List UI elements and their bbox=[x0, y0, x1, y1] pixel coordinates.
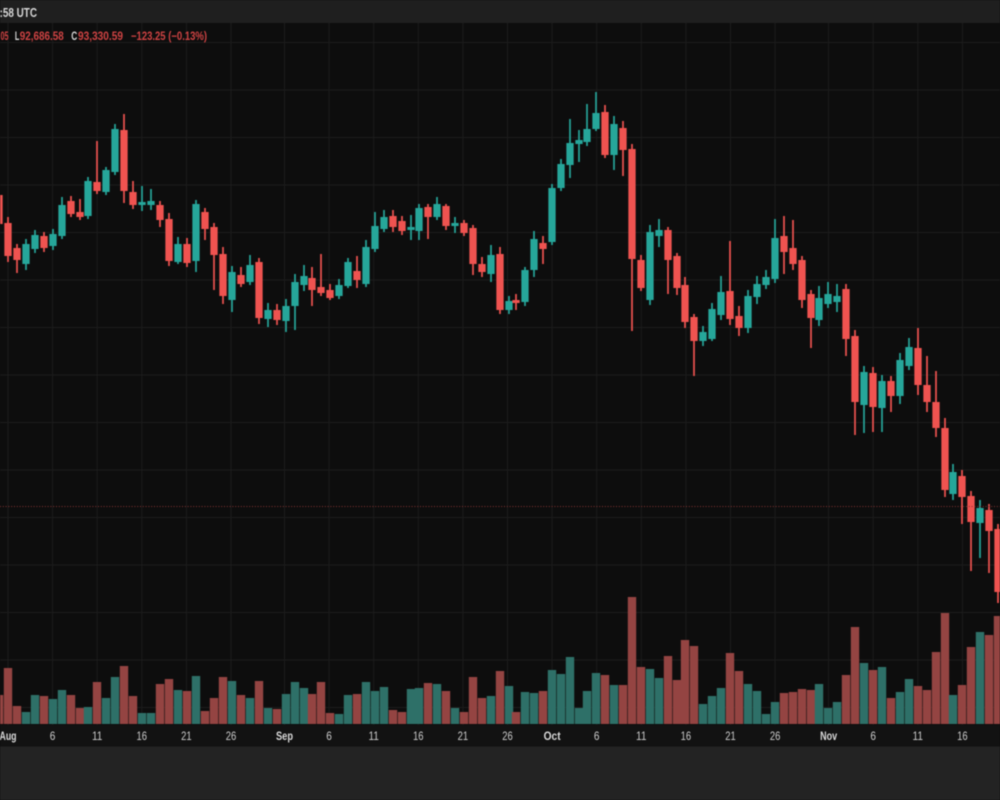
svg-text:L: L bbox=[15, 29, 20, 43]
svg-text:Sep: Sep bbox=[276, 729, 293, 743]
svg-text:6: 6 bbox=[594, 729, 600, 743]
svg-text:21: 21 bbox=[725, 729, 736, 743]
svg-text:−123.25 (−0.13%): −123.25 (−0.13%) bbox=[131, 29, 207, 43]
svg-text:6: 6 bbox=[50, 729, 56, 743]
svg-text:6: 6 bbox=[326, 729, 332, 743]
svg-text:16: 16 bbox=[681, 729, 692, 743]
svg-text:93,330.59: 93,330.59 bbox=[78, 29, 123, 43]
svg-text:21: 21 bbox=[458, 729, 469, 743]
svg-text:26: 26 bbox=[770, 729, 781, 743]
svg-text:11: 11 bbox=[636, 729, 647, 743]
svg-text:11: 11 bbox=[913, 729, 924, 743]
svg-text:16: 16 bbox=[413, 729, 424, 743]
svg-text:4:58 UTC: 4:58 UTC bbox=[0, 5, 37, 20]
svg-text:05: 05 bbox=[1, 29, 9, 43]
svg-text:6: 6 bbox=[870, 729, 876, 743]
svg-text:92,686.58: 92,686.58 bbox=[20, 29, 64, 43]
svg-text:26: 26 bbox=[502, 729, 513, 743]
svg-text:16: 16 bbox=[957, 729, 968, 743]
svg-text:11: 11 bbox=[368, 729, 379, 743]
svg-text:21: 21 bbox=[181, 729, 192, 743]
svg-text:Nov: Nov bbox=[820, 729, 837, 743]
svg-text:16: 16 bbox=[137, 729, 148, 743]
svg-text:11: 11 bbox=[92, 729, 103, 743]
svg-text:Oct: Oct bbox=[544, 729, 561, 743]
svg-text:C: C bbox=[71, 29, 77, 43]
svg-text:26: 26 bbox=[226, 729, 237, 743]
svg-text:Aug: Aug bbox=[0, 729, 17, 743]
